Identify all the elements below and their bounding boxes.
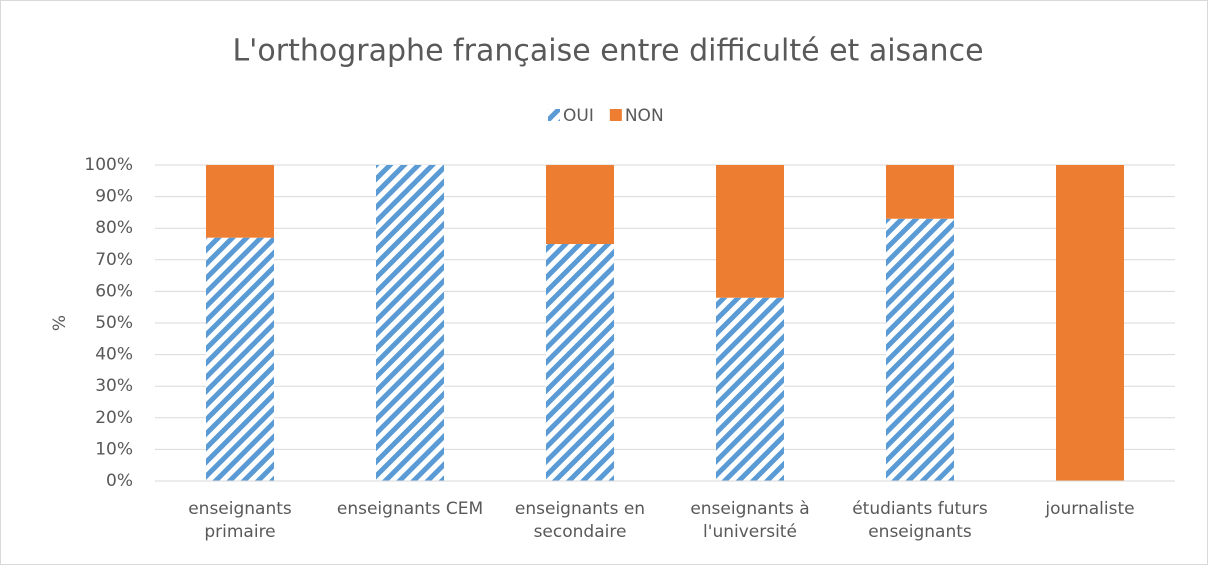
y-tick-label: 70% (95, 250, 133, 270)
bar-segment (716, 165, 784, 298)
x-tick-label: étudiants futurs enseignants (852, 499, 988, 542)
y-tick-label: 20% (95, 408, 133, 428)
x-tick-label: enseignants à l'université (690, 499, 810, 542)
bar-segment (376, 165, 444, 481)
y-tick-label: 30% (95, 376, 133, 396)
bar-segment (1056, 165, 1124, 481)
x-tick-label: journaliste (1045, 499, 1135, 519)
y-tick-label: 80% (95, 218, 133, 238)
bar-segment (206, 165, 274, 238)
y-tick-label: 100% (84, 155, 133, 175)
x-tick-label: enseignants en secondaire (514, 499, 646, 542)
y-tick-label: 90% (95, 187, 133, 207)
x-tick-label: enseignants primaire (188, 499, 292, 542)
chart-title: L'orthographe française entre difficulté… (232, 34, 983, 69)
bar-segment (206, 237, 274, 481)
y-tick-label: 0% (106, 471, 133, 491)
bar-segment (886, 218, 954, 481)
y-tick-label: 10% (95, 439, 133, 459)
x-tick-label: enseignants CEM (336, 499, 484, 519)
bar-segment (886, 165, 954, 219)
y-axis-label: % (50, 315, 70, 331)
legend-label: OUI (563, 106, 594, 126)
y-tick-label: 40% (95, 345, 133, 365)
legend-label: NON (625, 106, 664, 126)
bar-segment (546, 165, 614, 244)
legend-swatch (609, 109, 622, 121)
y-tick-label: 60% (95, 281, 133, 301)
legend-swatch (548, 109, 560, 121)
bar-segment (546, 244, 614, 481)
bar-segment (716, 297, 784, 481)
y-tick-label: 50% (95, 313, 133, 333)
